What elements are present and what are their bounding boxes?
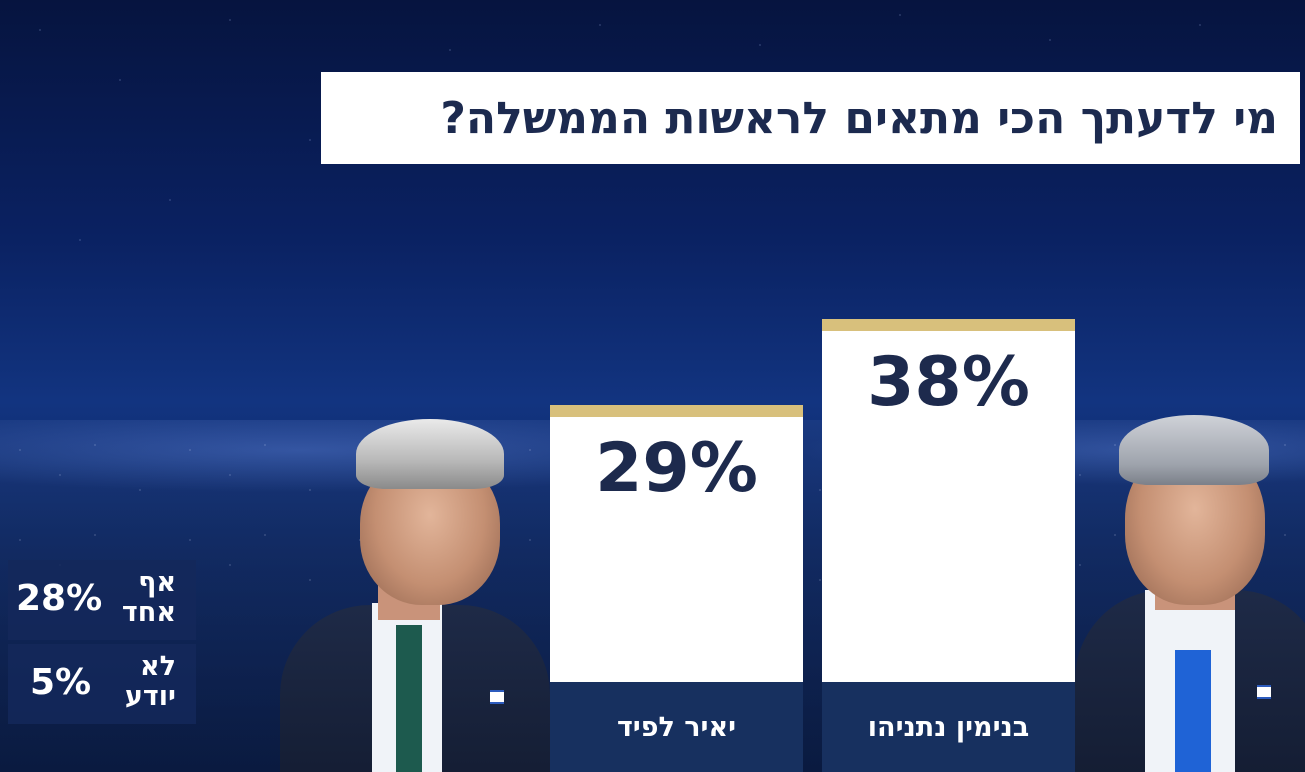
bar-0: 29% xyxy=(550,405,803,682)
answer-dont-know-panel: 5% לא יודע xyxy=(8,644,196,724)
bar-1: 38% xyxy=(822,319,1075,682)
answer-dont-know-label: לא יודע xyxy=(124,651,176,712)
bar-category-label: בנימין נתניהו xyxy=(822,682,1075,772)
bar-value-label: 29% xyxy=(595,429,758,509)
answer-dont-know-value: 5% xyxy=(30,662,92,703)
answer-none-panel: 28% אף אחד xyxy=(8,560,196,640)
poll-question-box: מי לדעתך הכי מתאים לראשות הממשלה? xyxy=(321,72,1300,164)
poll-question-title: מי לדעתך הכי מתאים לראשות הממשלה? xyxy=(440,92,1278,144)
bar-category-label: יאיר לפיד xyxy=(550,682,803,772)
candidate-photo-netanyahu xyxy=(1075,415,1305,772)
bar-value-label: 38% xyxy=(867,343,1030,423)
answer-none-value: 28% xyxy=(16,578,103,619)
candidate-photo-lapid xyxy=(260,415,550,772)
answer-none-label: אף אחד xyxy=(121,567,176,628)
